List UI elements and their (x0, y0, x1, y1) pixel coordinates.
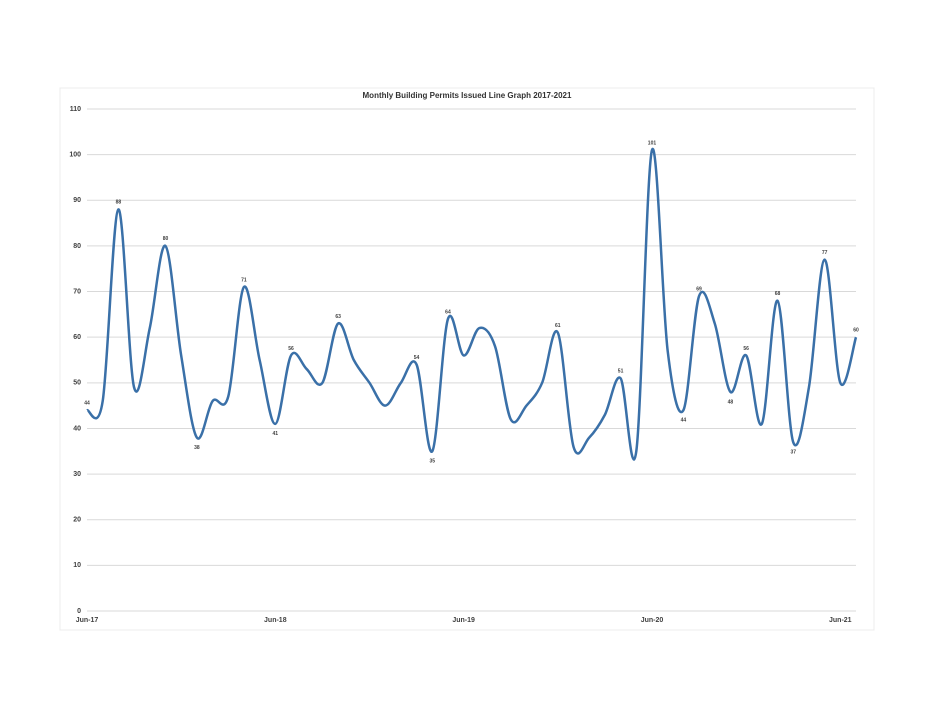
chart-frame (59, 87, 875, 631)
data-label: 54 (414, 355, 420, 361)
y-tick-label: 50 (73, 380, 81, 387)
data-label: 44 (681, 418, 687, 424)
y-tick-label: 60 (73, 334, 81, 341)
data-label: 37 (790, 449, 796, 455)
y-tick-label: 10 (73, 562, 81, 569)
y-tick-label: 70 (73, 288, 81, 295)
data-label: 48 (728, 399, 734, 405)
data-label: 77 (822, 250, 828, 256)
data-label: 68 (775, 291, 781, 297)
data-label: 61 (555, 323, 561, 329)
data-label: 38 (194, 445, 200, 451)
line-series (85, 147, 858, 461)
y-tick-label: 30 (73, 471, 81, 478)
data-label: 71 (241, 277, 247, 283)
x-tick-label: Jun-17 (76, 617, 99, 624)
data-label: 80 (163, 236, 169, 242)
data-label: 64 (445, 309, 451, 315)
data-label: 101 (648, 140, 657, 146)
data-label: 44 (84, 401, 90, 407)
x-tick-label: Jun-19 (452, 617, 475, 624)
data-label: 69 (696, 286, 702, 292)
data-label: 35 (429, 459, 435, 465)
x-tick-label: Jun-18 (264, 617, 287, 624)
data-label: 56 (743, 346, 749, 352)
y-tick-label: 80 (73, 243, 81, 250)
chart-title: Monthly Building Permits Issued Line Gra… (363, 91, 572, 100)
x-tick-label: Jun-21 (829, 617, 852, 624)
y-tick-label: 40 (73, 425, 81, 432)
y-tick-label: 0 (77, 608, 81, 615)
data-label: 41 (273, 431, 279, 437)
y-tick-label: 90 (73, 197, 81, 204)
y-tick-label: 100 (69, 151, 81, 158)
data-label: 51 (618, 369, 624, 375)
y-tick-label: 110 (70, 106, 81, 113)
data-label: 56 (288, 346, 294, 352)
x-tick-label: Jun-20 (641, 617, 664, 624)
y-tick-label: 20 (73, 517, 81, 524)
data-label: 88 (116, 200, 122, 206)
data-label: 63 (335, 314, 341, 320)
data-label: 60 (853, 328, 859, 334)
